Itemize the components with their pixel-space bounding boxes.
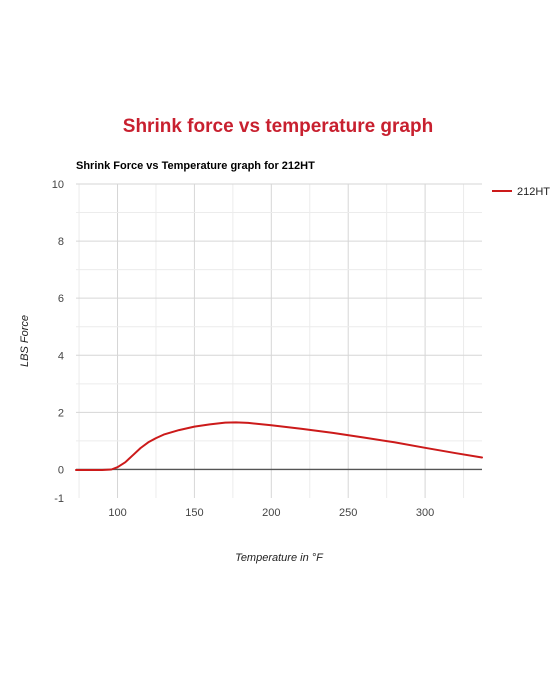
y-tick-label: 0	[58, 464, 64, 476]
legend-label: 212HT	[517, 186, 550, 198]
y-tick-label: 8	[58, 236, 64, 248]
x-axis-ticks: 100 150 200 250 300	[108, 507, 434, 519]
y-tick-label: -1	[54, 493, 64, 505]
x-tick-label: 100	[108, 507, 126, 519]
y-tick-label: 4	[58, 350, 64, 362]
x-tick-label: 200	[262, 507, 280, 519]
page-title: Shrink force vs temperature graph	[122, 116, 434, 137]
series-lines	[75, 421, 483, 471]
grid	[76, 183, 482, 498]
chart-title: Shrink Force vs Temperature graph for 21…	[76, 160, 315, 172]
x-axis-label: Temperature in °F	[235, 552, 324, 564]
y-tick-label: 2	[58, 407, 64, 419]
series-line-212HT	[75, 421, 483, 471]
y-tick-label: 6	[58, 293, 64, 305]
legend: 212HT	[492, 186, 550, 198]
x-tick-label: 250	[339, 507, 357, 519]
x-tick-label: 300	[416, 507, 434, 519]
x-tick-label: 150	[185, 507, 203, 519]
y-axis-label: LBS Force	[19, 315, 31, 367]
y-tick-label: 10	[52, 179, 64, 191]
y-axis-ticks: -1 0 2 4 6 8 10	[52, 179, 64, 505]
